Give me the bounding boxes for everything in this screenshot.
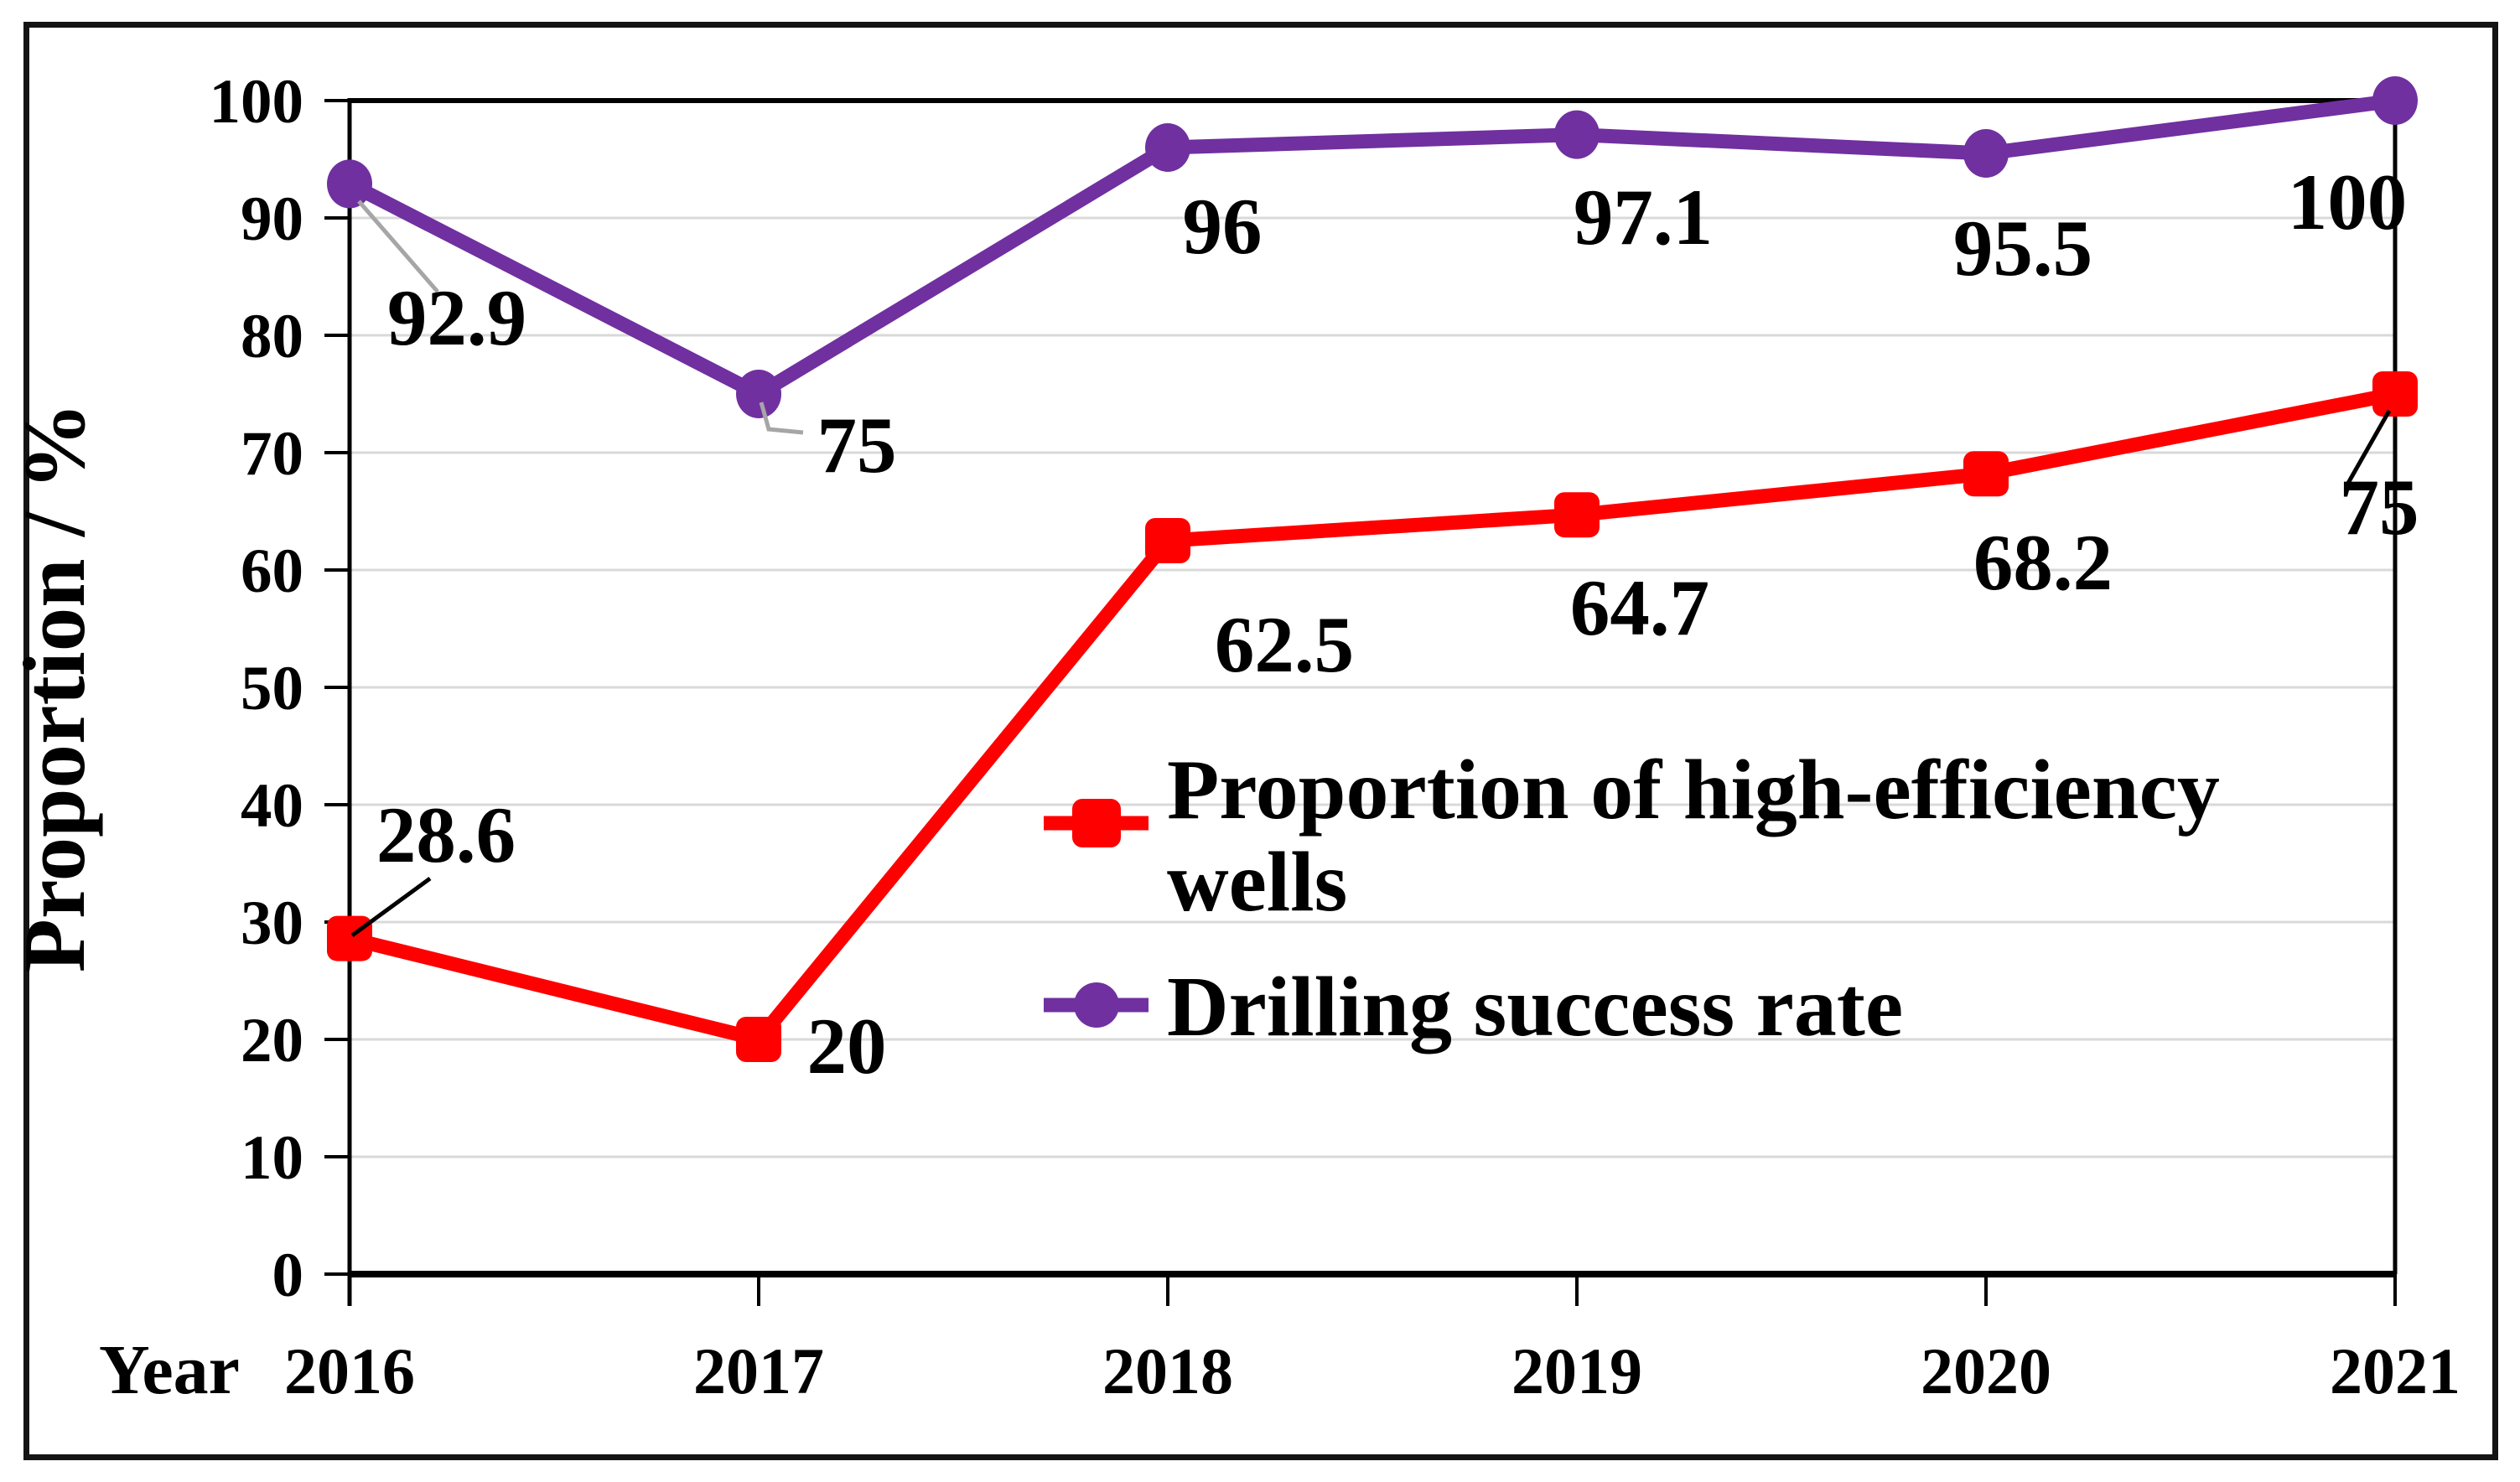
data-label-1-2020: 68.2	[1973, 518, 2113, 607]
data-point-0-2020	[1963, 129, 2009, 178]
legend-label-0-line1: wells	[1167, 835, 1347, 930]
data-label-0-2020: 95.5	[1953, 204, 2092, 293]
x-tick-label-2018: 2018	[1102, 1334, 1233, 1407]
data-label-leader-0-0	[357, 200, 439, 293]
data-point-1-2021	[2372, 371, 2418, 417]
y-tick-label-20: 20	[241, 1006, 303, 1075]
data-point-1-2019	[1554, 492, 1600, 538]
data-point-0-2021	[2372, 76, 2418, 125]
data-label-1-2016: 28.6	[376, 790, 516, 879]
data-point-1-2020	[1963, 451, 2009, 497]
data-point-0-2018	[1145, 123, 1190, 172]
y-tick-label-50: 50	[241, 654, 303, 723]
data-label-0-2017: 75	[817, 401, 897, 490]
data-label-1-2019: 64.7	[1570, 563, 1709, 652]
data-point-1-2017	[736, 1017, 781, 1062]
x-axis-title: Year	[99, 1331, 240, 1409]
data-label-0-2018: 96	[1183, 182, 1263, 271]
y-tick-label-0: 0	[272, 1241, 304, 1310]
data-point-1-2018	[1145, 518, 1190, 563]
data-label-leader-1-0	[350, 876, 432, 938]
data-label-1-2017: 20	[807, 1002, 887, 1091]
data-label-1-2021: 75	[2340, 463, 2419, 552]
y-tick-label-40: 40	[241, 771, 303, 841]
y-tick-label-70: 70	[241, 419, 303, 489]
x-tick-label-2017: 2017	[693, 1334, 824, 1407]
figure-border	[23, 22, 2498, 1460]
data-point-0-2019	[1554, 110, 1600, 159]
y-tick-label-30: 30	[241, 889, 303, 958]
data-label-0-2019: 97.1	[1574, 173, 1713, 262]
data-label-0-2016: 92.9	[387, 273, 526, 362]
legend-label-1-line0: Drilling success rate	[1167, 960, 1903, 1054]
legend-label-0-line0: Proportion of high-efficiency	[1167, 743, 2220, 837]
y-tick-label-80: 80	[241, 302, 303, 371]
data-label-leader-1-5	[2345, 409, 2392, 486]
x-tick-label-2019: 2019	[1511, 1334, 1642, 1407]
series-line-0	[346, 93, 2397, 402]
y-tick-label-90: 90	[241, 184, 303, 254]
legend-marker-square-0	[1072, 799, 1121, 847]
data-point-1-2016	[327, 915, 372, 961]
data-point-0-2017	[736, 370, 781, 418]
series-line-1	[347, 386, 2397, 1047]
x-tick-label-2020: 2020	[1921, 1334, 2051, 1407]
y-axis-title: Proportion / %	[5, 402, 103, 973]
data-point-0-2016	[327, 159, 372, 209]
legend-marker-circle-1	[1074, 982, 1119, 1028]
y-tick-label-60: 60	[241, 536, 303, 606]
x-tick-label-2016: 2016	[284, 1334, 415, 1407]
data-label-1-2018: 62.5	[1215, 600, 1354, 689]
y-tick-label-100: 100	[210, 67, 304, 137]
data-label-leader-0-1	[759, 402, 804, 435]
y-tick-label-10: 10	[241, 1123, 303, 1193]
x-tick-label-2021: 2021	[2330, 1334, 2460, 1407]
data-label-0-2021: 100	[2288, 158, 2408, 246]
